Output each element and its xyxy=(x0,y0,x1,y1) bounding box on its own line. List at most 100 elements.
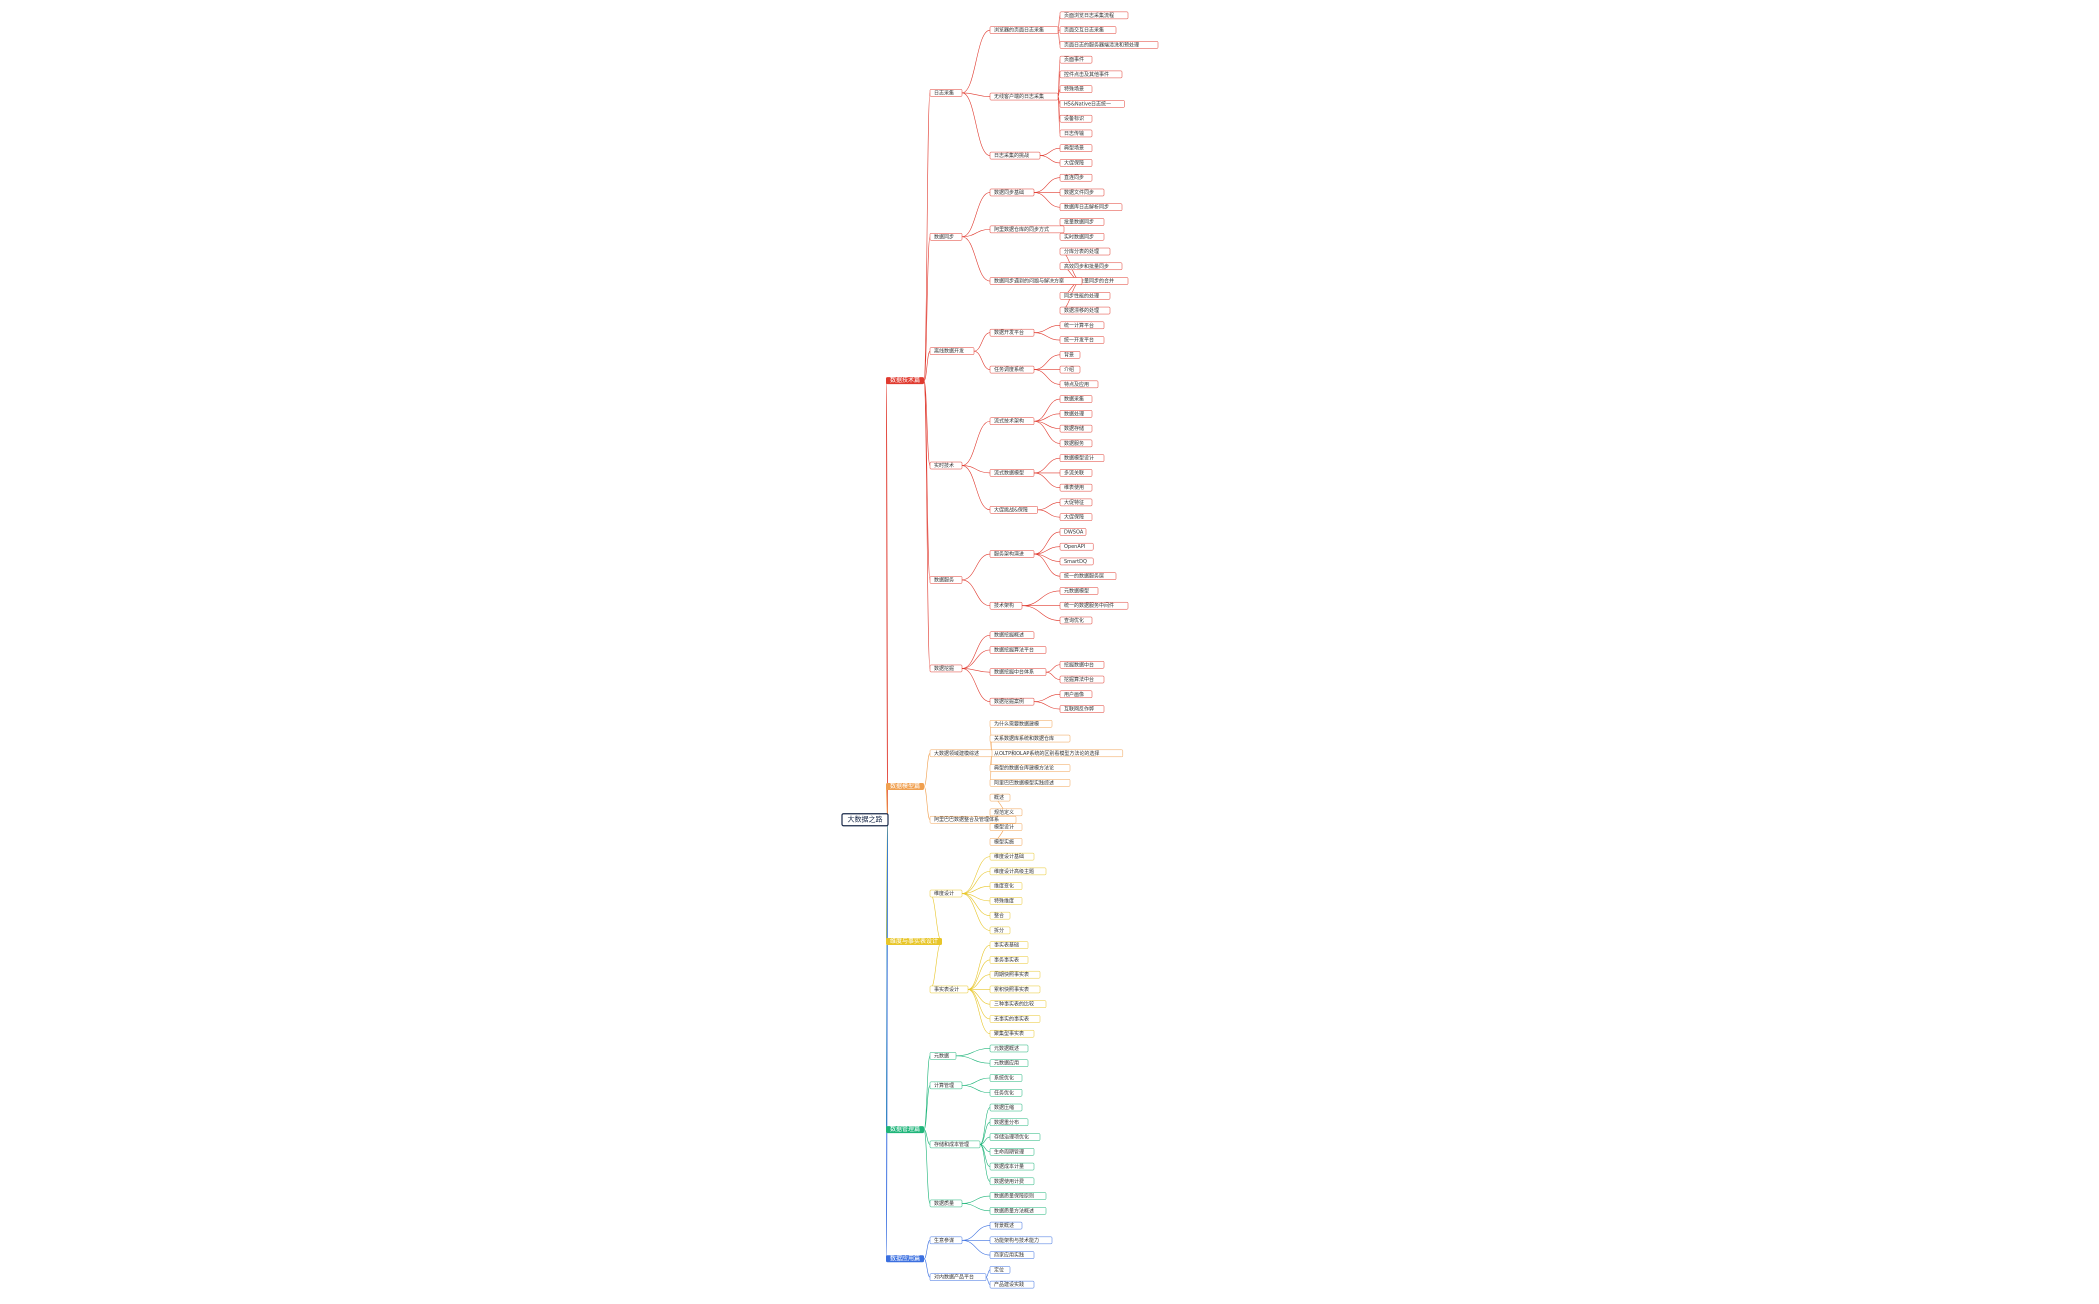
node-box xyxy=(989,970,1041,979)
connector xyxy=(967,989,991,1005)
node-box xyxy=(1059,188,1105,197)
topic-node: 查询优化 xyxy=(1059,616,1093,625)
node-label: 页面交互日志采集 xyxy=(1064,27,1104,34)
topic-node: 数据挖掘算法平台 xyxy=(989,646,1047,654)
node-label: 数据挖掘算法平台 xyxy=(994,647,1034,654)
node-box xyxy=(1059,26,1117,34)
topic-node: 统一计算平台 xyxy=(1059,321,1105,330)
connector xyxy=(961,465,991,511)
node-box xyxy=(929,815,1017,824)
connector xyxy=(923,786,931,821)
node-label: 元数据模型 xyxy=(1064,587,1089,594)
topic-node: 元数据模型 xyxy=(1059,587,1099,595)
node-label: 数据开发平台 xyxy=(994,329,1024,336)
topic-node: 事实表设计 xyxy=(929,985,969,994)
node-label: OpenAPI xyxy=(1064,544,1085,550)
topic-node: 生意参谋 xyxy=(929,1236,963,1245)
topic-node: 统一开发平台 xyxy=(1059,336,1105,344)
node-box xyxy=(1059,70,1123,79)
node-box xyxy=(989,1207,1047,1215)
connector xyxy=(929,893,943,942)
node-box xyxy=(886,1255,924,1263)
node-label: 计算管理 xyxy=(934,1082,954,1089)
node-box xyxy=(1059,247,1111,256)
node-box xyxy=(989,734,1071,743)
node-label: 背景概述 xyxy=(994,1222,1014,1229)
topic-node: 用户画像 xyxy=(1059,690,1093,699)
topic-node: 存储和成本管理 xyxy=(929,1140,981,1149)
node-box xyxy=(989,1133,1041,1141)
connector xyxy=(961,579,991,607)
connector xyxy=(961,1195,991,1204)
topic-node: 商家应用实践 xyxy=(989,1251,1035,1259)
connector xyxy=(1033,369,1061,385)
node-box xyxy=(1059,454,1105,462)
node-label: 三种事实表的比较 xyxy=(994,1001,1034,1008)
node-box xyxy=(1059,203,1123,211)
node-label: 技术架构 xyxy=(994,602,1014,609)
topic-node: 挖掘数据中台 xyxy=(1059,661,1105,669)
topic-node: 数据文件同步 xyxy=(1059,188,1105,197)
node-box xyxy=(1059,159,1093,167)
node-box xyxy=(989,823,1023,831)
branch-node: 维度与事实表设计 xyxy=(886,937,942,945)
topic-node: 任务调度系统 xyxy=(989,365,1035,374)
connector xyxy=(1033,325,1061,333)
node-label: 概述 xyxy=(994,794,1004,801)
node-label: 数据同步基础 xyxy=(994,189,1024,196)
node-label: 阿里数据仓库的同步方式 xyxy=(994,226,1049,233)
connector xyxy=(885,819,889,1260)
topic-node: 数据质量方法概述 xyxy=(989,1207,1047,1215)
connector xyxy=(1021,590,1061,607)
topic-node: 阿里巴巴数据整合及管理体系 xyxy=(929,815,1017,824)
topic-node: 拆分 xyxy=(989,926,1011,935)
node-label: 增量与全量同步的合并 xyxy=(1064,278,1114,285)
node-box xyxy=(989,151,1041,160)
topic-node: 元数据应用 xyxy=(989,1059,1029,1067)
node-label: 周期快照事实表 xyxy=(994,971,1029,978)
topic-node: 实时数据同步 xyxy=(1059,233,1105,241)
connector xyxy=(961,1085,991,1094)
node-box xyxy=(989,1266,1011,1274)
node-label: 维度与事实表设计 xyxy=(890,937,938,945)
node-box xyxy=(989,1280,1035,1289)
node-box xyxy=(1059,41,1159,49)
node-label: 背景 xyxy=(1064,351,1074,358)
node-label: 存储和成本管理 xyxy=(934,1141,969,1148)
connector xyxy=(967,944,991,990)
node-box xyxy=(989,92,1059,101)
connector xyxy=(961,885,991,894)
topic-node: 大促特征 xyxy=(1059,498,1093,507)
node-box xyxy=(1059,601,1129,610)
node-label: 数据压缩 xyxy=(994,1104,1014,1111)
node-box xyxy=(989,328,1035,337)
topic-node: 聚集型事实表 xyxy=(989,1029,1035,1038)
node-label: 控件点击及其他事件 xyxy=(1064,71,1109,78)
topic-node: 页面交互日志采集 xyxy=(1059,26,1117,34)
topic-node: 三种事实表的比较 xyxy=(989,1000,1047,1008)
node-box xyxy=(989,225,1065,234)
node-box xyxy=(1059,321,1105,330)
node-label: 数据挖掘案例 xyxy=(994,698,1024,705)
topic-node: 流式技术架构 xyxy=(989,417,1035,425)
connector xyxy=(1033,354,1061,370)
node-label: 聚集型事实表 xyxy=(994,1030,1024,1037)
node-box xyxy=(1059,528,1087,536)
topic-node: 典型的数据仓库建模方法论 xyxy=(989,764,1071,772)
node-label: 数据质量 xyxy=(934,1200,954,1207)
topic-node: 分库分表的处理 xyxy=(1059,247,1111,256)
node-box xyxy=(929,985,969,994)
topic-node: 周期快照事实表 xyxy=(989,970,1041,979)
node-box xyxy=(1059,85,1093,93)
node-box xyxy=(989,793,1011,802)
node-label: 页面浏览日志采集流程 xyxy=(1064,12,1114,19)
node-box xyxy=(1059,469,1093,477)
node-box xyxy=(886,783,924,791)
connector xyxy=(973,332,991,352)
connector xyxy=(1045,664,1061,673)
node-box xyxy=(929,1081,963,1090)
connector xyxy=(967,989,991,1035)
connector xyxy=(961,553,991,581)
topic-node: 数据挖掘 xyxy=(929,664,963,673)
